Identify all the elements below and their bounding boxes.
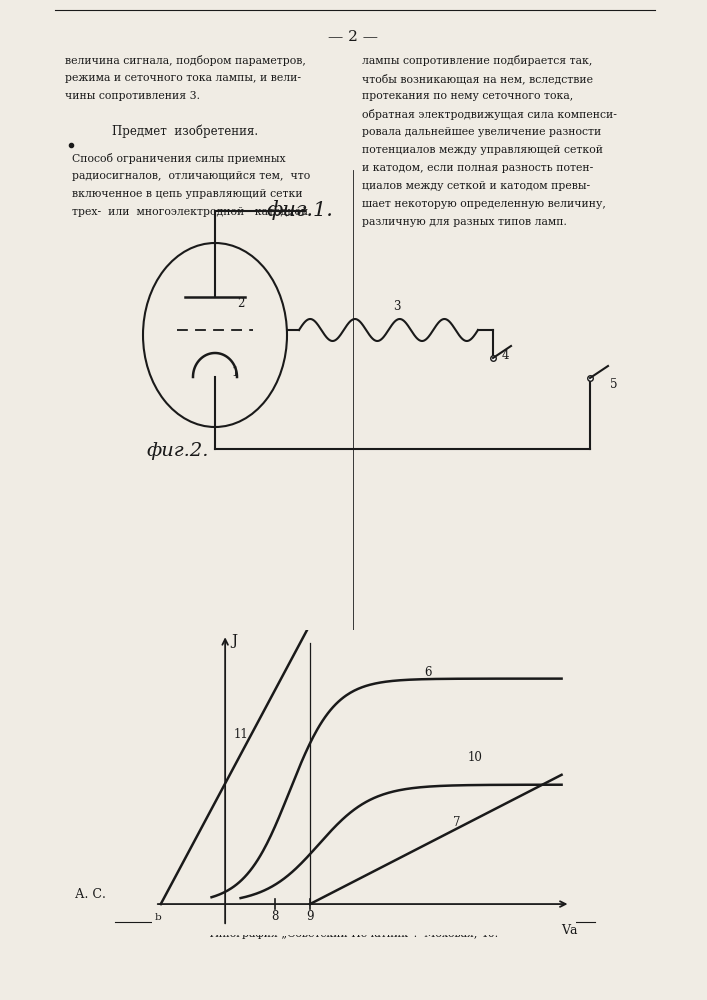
Text: — 2 —: — 2 — <box>328 30 378 44</box>
Text: режима и сеточного тока лампы, и вели-: режима и сеточного тока лампы, и вели- <box>65 73 301 83</box>
Text: циалов между сеткой и катодом превы-: циалов между сеткой и катодом превы- <box>362 181 590 191</box>
Text: 1: 1 <box>232 366 240 379</box>
Text: чтобы возникающая на нем, вследствие: чтобы возникающая на нем, вследствие <box>362 73 593 84</box>
Text: 2: 2 <box>237 297 245 310</box>
Text: 6: 6 <box>424 666 431 679</box>
Text: 3: 3 <box>393 300 400 313</box>
Text: 11: 11 <box>234 728 249 741</box>
Text: различную для разных типов ламп.: различную для разных типов ламп. <box>362 217 567 227</box>
Text: чины сопротивления 3.: чины сопротивления 3. <box>65 91 200 101</box>
Text: 10: 10 <box>468 751 483 764</box>
Text: 7: 7 <box>453 816 461 829</box>
Text: 5: 5 <box>610 378 617 391</box>
Text: b: b <box>155 913 161 922</box>
Text: и катодом, если полная разность потен-: и катодом, если полная разность потен- <box>362 163 593 173</box>
Text: 8: 8 <box>271 910 279 923</box>
Text: фиг.2.: фиг.2. <box>147 442 209 460</box>
Text: протекания по нему сеточного тока,: протекания по нему сеточного тока, <box>362 91 573 101</box>
Text: шает некоторую определенную величину,: шает некоторую определенную величину, <box>362 199 606 209</box>
Text: потенциалов между управляющей сеткой: потенциалов между управляющей сеткой <box>362 145 603 155</box>
Text: А. С.: А. С. <box>75 888 106 901</box>
Text: ровала дальнейшее увеличение разности: ровала дальнейшее увеличение разности <box>362 127 601 137</box>
Text: лампы сопротивление подбирается так,: лампы сопротивление подбирается так, <box>362 55 592 66</box>
Text: обратная электродвижущая сила компенси-: обратная электродвижущая сила компенси- <box>362 109 617 120</box>
Text: радиосигналов,  отличающийся тем,  что: радиосигналов, отличающийся тем, что <box>72 171 310 181</box>
Text: включенное в цепь управляющий сетки: включенное в цепь управляющий сетки <box>72 189 303 199</box>
Text: величина сигнала, подбором параметров,: величина сигнала, подбором параметров, <box>65 55 306 66</box>
Text: Предмет  изобретения.: Предмет изобретения. <box>112 124 258 137</box>
Text: трех-  или  многоэлектродной   катодной: трех- или многоэлектродной катодной <box>72 207 308 217</box>
Text: Vа: Vа <box>561 924 578 937</box>
Text: J: J <box>231 634 237 648</box>
Text: 4: 4 <box>502 349 510 362</box>
Text: фиг.1.: фиг.1. <box>267 200 334 220</box>
Text: Способ ограничения силы приемных: Способ ограничения силы приемных <box>72 153 286 164</box>
Text: 9: 9 <box>306 910 314 923</box>
Text: Типография „Советский Печатник“.  Моховая, 40.: Типография „Советский Печатник“. Моховая… <box>208 928 498 939</box>
